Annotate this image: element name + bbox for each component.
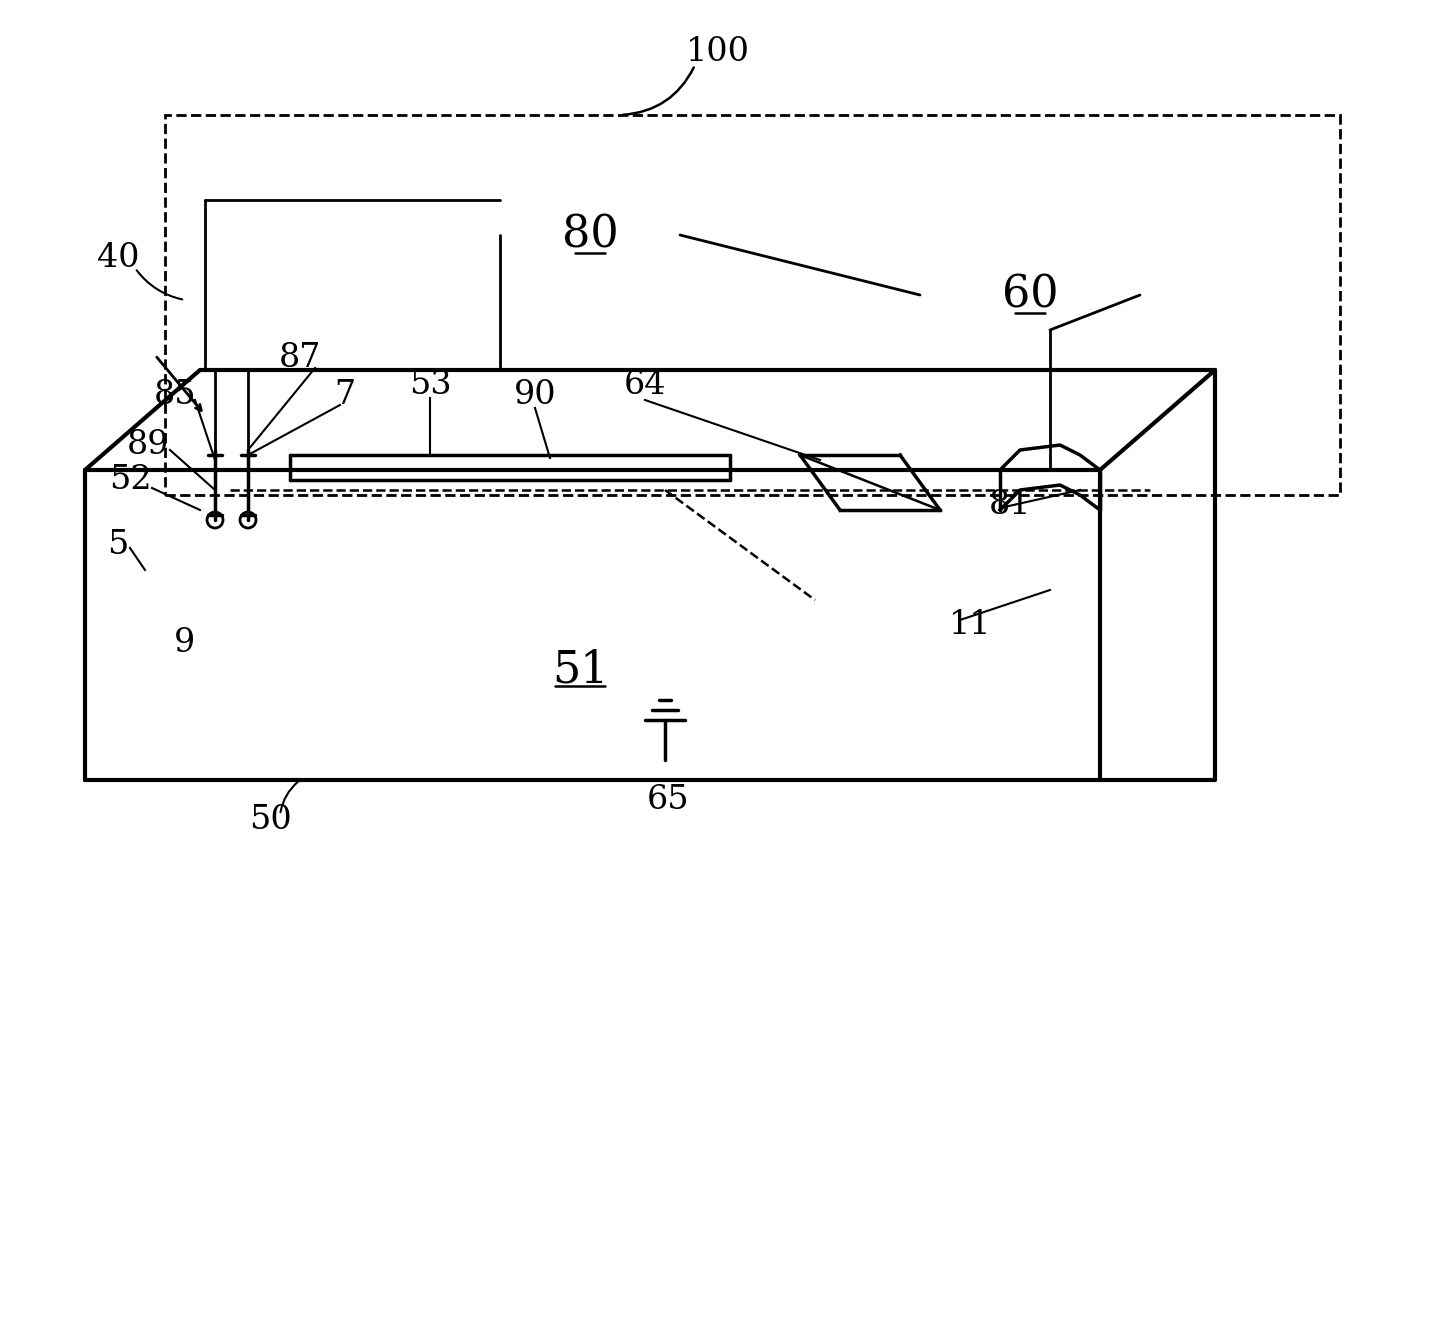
Text: 51: 51 bbox=[551, 648, 609, 692]
Text: 11: 11 bbox=[949, 610, 991, 641]
Text: 40: 40 bbox=[96, 242, 139, 274]
Text: 64: 64 bbox=[623, 368, 666, 401]
Text: 89: 89 bbox=[126, 429, 169, 461]
Text: 5: 5 bbox=[108, 529, 129, 560]
Text: 65: 65 bbox=[646, 784, 689, 816]
Text: 9: 9 bbox=[174, 627, 195, 659]
Text: 7: 7 bbox=[335, 379, 356, 411]
Text: 85: 85 bbox=[154, 379, 197, 411]
Text: 53: 53 bbox=[409, 368, 451, 401]
Text: 60: 60 bbox=[1002, 273, 1058, 317]
Bar bbox=[928, 238, 1132, 352]
Text: 50: 50 bbox=[248, 804, 292, 836]
Text: 87: 87 bbox=[279, 342, 322, 374]
Text: 100: 100 bbox=[686, 36, 750, 68]
Bar bbox=[920, 231, 1140, 360]
Text: 81: 81 bbox=[989, 489, 1031, 521]
Text: 90: 90 bbox=[514, 379, 556, 411]
Text: 80: 80 bbox=[561, 213, 619, 257]
Text: 52: 52 bbox=[109, 464, 151, 496]
Bar bbox=[500, 175, 681, 295]
Bar bbox=[165, 115, 1340, 496]
